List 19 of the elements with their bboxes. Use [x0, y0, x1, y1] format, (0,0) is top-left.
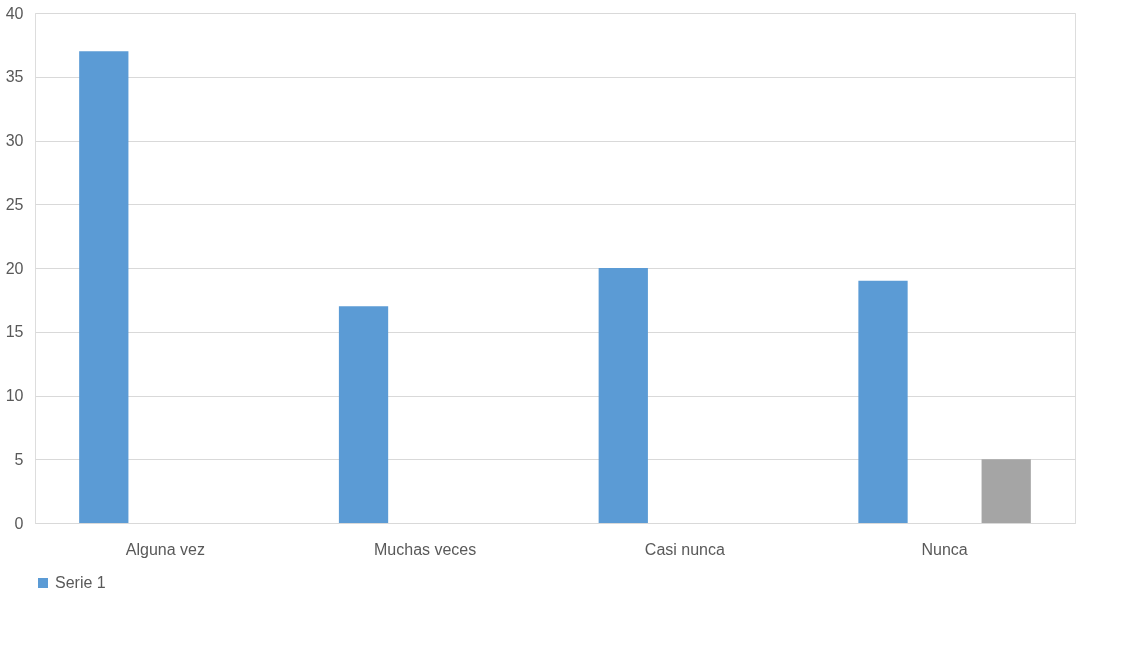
bar: [858, 280, 908, 523]
x-tick-label: Muchas veces: [374, 540, 477, 558]
x-tick-label: Casi nunca: [644, 540, 725, 558]
x-tick-label: Alguna vez: [125, 540, 205, 558]
y-tick-label: 20: [5, 259, 24, 277]
bar: [338, 306, 389, 523]
y-tick-label: 35: [5, 68, 24, 86]
y-tick-label: 25: [5, 195, 24, 213]
legend-label: Serie 1: [55, 574, 106, 591]
y-tick-label: 40: [5, 4, 24, 22]
y-tick-label: 10: [5, 387, 24, 404]
y-tick-label: 30: [5, 132, 24, 149]
y-tick-label: 5: [14, 450, 24, 468]
bar: [598, 268, 648, 523]
bar: [981, 459, 1031, 523]
x-tick-label: Nunca: [921, 540, 968, 558]
y-tick-label: 15: [5, 323, 24, 341]
bar: [79, 51, 129, 523]
y-tick-label: 0: [14, 514, 24, 532]
